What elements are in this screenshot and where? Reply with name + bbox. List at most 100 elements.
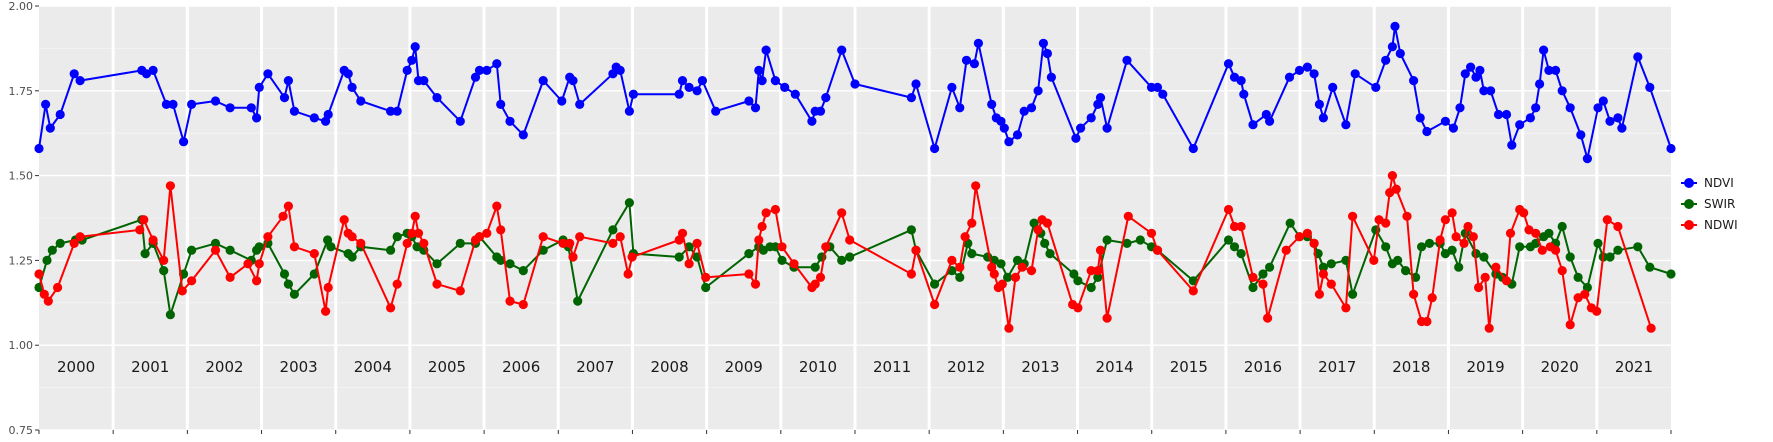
data-point [815,272,826,282]
data-point [1539,45,1549,55]
data-point [1348,289,1358,299]
data-point [323,235,333,245]
data-point [1580,289,1590,299]
year-label: 2017 [1318,358,1356,376]
data-point [1486,86,1496,96]
data-point [496,225,506,235]
data-point [505,116,515,126]
data-point [254,242,264,252]
data-point [309,113,319,123]
data-point [1505,228,1516,238]
data-point [474,232,485,242]
data-point [1402,211,1412,221]
data-point [225,245,235,255]
data-point [69,238,79,248]
data-point [309,269,319,279]
data-point [1468,232,1478,242]
data-point [326,242,336,252]
data-point [1582,154,1592,164]
data-point [1026,103,1037,113]
data-point [482,228,492,238]
data-point [568,76,578,86]
data-point [575,232,585,242]
data-point [1537,245,1547,255]
data-point [1318,269,1328,279]
data-point [1544,228,1554,238]
data-point [1026,266,1037,276]
data-point [1645,262,1655,272]
data-point [1314,289,1324,299]
legend-label: NDWI [1704,218,1738,232]
plot-panel [39,5,1671,431]
year-label: 2010 [799,358,837,376]
year-label: 2005 [428,358,466,376]
data-point [1515,120,1525,130]
data-point [263,69,273,79]
data-point [1401,266,1411,276]
year-label: 2003 [280,358,318,376]
data-point [225,272,235,282]
data-point [1573,272,1583,282]
data-point [1223,204,1234,215]
data-point [356,238,366,248]
data-point [386,245,396,255]
data-point [1248,120,1258,130]
data-point [1017,262,1027,272]
data-point [1381,218,1391,228]
data-point [210,238,221,248]
year-label: 2016 [1244,358,1282,376]
year-label: 2018 [1392,358,1430,376]
data-point [1507,140,1517,150]
data-point [575,99,585,109]
y-axis: 0.75 1.00 1.25 1.50 1.75 2.00 [9,0,1672,437]
data-point [496,99,506,109]
data-point [750,103,761,113]
data-point [410,211,420,221]
data-point [1427,293,1437,303]
data-point [139,215,149,225]
data-point [1302,228,1312,238]
data-point [1236,249,1246,259]
data-point [343,69,353,79]
data-point [187,276,197,286]
data-point [1447,208,1457,218]
data-point [1341,120,1351,130]
data-point [1613,113,1623,123]
data-point [1593,103,1603,113]
data-point [955,272,965,282]
data-point [754,65,764,75]
data-point [777,255,787,265]
data-point [492,201,502,211]
data-point [283,76,293,86]
data-point [1003,272,1013,282]
data-point [1613,245,1623,255]
data-point [996,259,1006,269]
data-point [210,96,221,106]
data-point [386,106,396,116]
data-point [1073,303,1083,313]
data-point [999,123,1009,133]
data-point [1318,262,1328,272]
data-point [906,269,917,279]
year-label: 2009 [725,358,763,376]
data-point [165,310,175,320]
data-point [392,279,402,289]
data-point [1666,143,1676,154]
data-point [1387,171,1397,181]
data-point [159,255,169,265]
data-point [263,232,273,242]
data-point [55,109,65,120]
year-label: 2002 [205,358,243,376]
data-point [674,89,684,99]
data-point [1666,269,1676,279]
data-point [1501,276,1512,286]
data-point [1095,245,1106,255]
data-point [770,76,781,86]
data-point [911,79,921,89]
data-point [1029,218,1039,228]
data-point [1042,218,1052,228]
data-point [402,65,412,75]
data-point [1236,76,1246,86]
legend-key-point [1684,178,1694,188]
data-point [692,238,702,248]
